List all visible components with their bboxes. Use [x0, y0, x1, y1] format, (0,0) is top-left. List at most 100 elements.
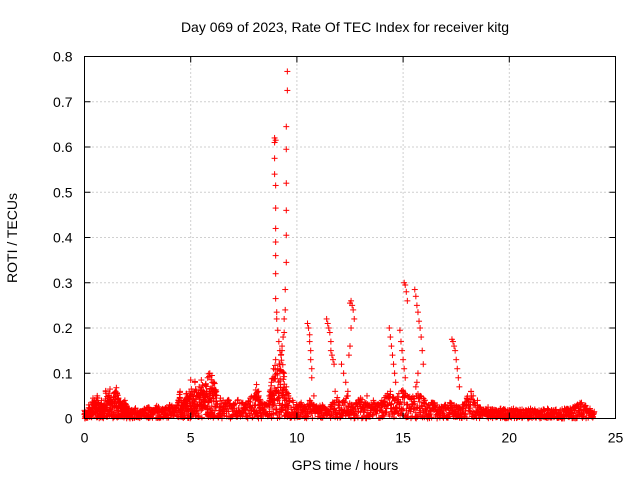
data-point	[531, 406, 538, 413]
data-point	[208, 372, 215, 379]
data-point	[378, 397, 385, 404]
data-point	[306, 331, 313, 338]
data-point	[279, 343, 286, 350]
data-point	[450, 338, 457, 345]
data-point	[234, 397, 241, 404]
data-point	[345, 352, 352, 359]
data-point	[255, 388, 262, 395]
data-point	[414, 370, 421, 377]
data-point	[192, 396, 199, 403]
data-point	[383, 392, 390, 399]
data-point	[578, 399, 585, 406]
data-point	[370, 411, 377, 418]
data-point	[271, 402, 278, 409]
data-point	[281, 370, 288, 377]
data-point	[132, 405, 139, 412]
data-point	[468, 396, 475, 403]
data-point	[196, 383, 203, 390]
x-tick-label: 25	[608, 430, 624, 446]
data-point	[249, 414, 256, 421]
data-point	[417, 325, 424, 331]
data-point	[213, 388, 220, 395]
data-point	[276, 347, 283, 354]
data-point	[271, 155, 278, 162]
data-point	[225, 408, 232, 415]
data-point	[273, 315, 280, 322]
data-point	[570, 412, 577, 419]
data-point	[272, 205, 279, 212]
data-point	[451, 408, 458, 415]
data-point	[514, 407, 521, 414]
x-tick-label: 10	[289, 430, 305, 446]
data-point	[357, 395, 364, 402]
data-point	[565, 406, 572, 413]
data-point	[283, 232, 290, 239]
data-point	[327, 401, 334, 408]
data-point	[174, 399, 181, 406]
data-point	[582, 402, 589, 409]
data-point	[253, 381, 260, 388]
data-point	[157, 406, 164, 413]
data-point	[470, 392, 477, 399]
data-point	[305, 325, 312, 331]
data-point	[412, 293, 419, 300]
data-point	[325, 325, 332, 331]
data-point	[523, 407, 530, 414]
y-tick-label: 0.4	[53, 230, 73, 246]
data-point	[203, 388, 210, 395]
data-point	[445, 414, 452, 421]
data-point	[326, 329, 333, 336]
data-point	[288, 404, 295, 411]
data-point	[340, 397, 347, 404]
data-point	[506, 407, 513, 414]
data-point	[463, 395, 470, 402]
data-point	[454, 365, 461, 372]
data-point	[279, 361, 286, 368]
data-point	[391, 397, 398, 404]
data-point	[271, 171, 278, 178]
data-point	[277, 384, 284, 391]
data-point	[166, 401, 173, 408]
data-point	[274, 365, 281, 372]
data-point	[446, 399, 453, 406]
data-point	[411, 286, 418, 293]
data-point	[217, 395, 224, 402]
x-tick-label: 20	[502, 430, 518, 446]
data-point	[519, 406, 526, 413]
data-point	[388, 400, 395, 407]
data-point	[363, 392, 370, 399]
data-point	[403, 288, 410, 295]
data-point	[402, 374, 409, 381]
y-tick-label: 0.5	[53, 184, 73, 200]
data-point	[570, 404, 577, 411]
data-point	[224, 405, 231, 412]
data-point	[277, 352, 284, 359]
data-point	[414, 309, 421, 316]
data-point	[330, 356, 337, 363]
y-tick-label: 0.6	[53, 139, 73, 155]
data-point	[187, 377, 194, 384]
data-point	[391, 370, 398, 377]
data-point	[276, 414, 283, 421]
data-point	[280, 376, 287, 383]
data-point	[140, 406, 147, 413]
data-point	[285, 392, 292, 399]
data-point	[315, 404, 322, 411]
data-point	[114, 391, 121, 398]
data-point	[369, 412, 376, 419]
data-point	[324, 320, 331, 327]
data-point	[392, 379, 399, 386]
data-point	[121, 397, 128, 404]
data-point	[361, 399, 368, 406]
data-point	[350, 306, 357, 313]
data-point	[396, 327, 403, 334]
data-point	[331, 405, 338, 412]
data-point	[370, 397, 377, 404]
data-point	[117, 398, 124, 405]
data-point	[408, 395, 415, 402]
data-point	[338, 361, 345, 368]
data-point	[191, 379, 198, 386]
data-point	[434, 401, 441, 408]
data-point	[308, 365, 315, 372]
data-point	[225, 397, 232, 404]
